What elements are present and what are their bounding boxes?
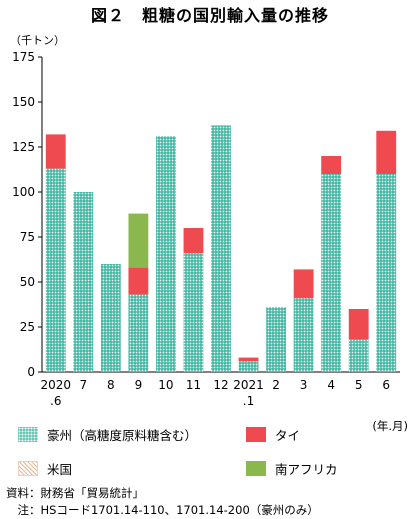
x-tick-label: 6 [382,378,390,392]
y-tick-label: 150 [12,95,35,109]
bar-australia [238,361,259,372]
x-tick-label: 9 [135,378,143,392]
bar-australia [376,174,397,372]
bar-thailand [321,156,342,174]
x-tick-label: 8 [107,378,115,392]
x-tick-label: 12 [213,378,228,392]
x-tick-label: 3 [300,378,308,392]
legend-label-south-africa: 南アフリカ [275,462,338,477]
footnote: 注：HSコード1701.14-110、1701.14-200（豪州のみ） [6,503,319,517]
x-tick-label: 7 [79,378,87,392]
legend-label-australia: 豪州（高糖度原料糖含む） [47,428,198,443]
x-tick-label: 2021 [233,378,264,392]
y-tick-label: 75 [20,230,35,244]
bar-thailand [293,269,314,299]
source-note: 資料：財務省「貿易統計」 [6,486,144,500]
y-axis-unit: （千トン） [10,34,65,47]
bar-australia [73,192,94,372]
bar-australia [293,298,314,372]
y-tick-label: 25 [20,320,35,334]
bar-australia [266,307,286,372]
x-tick-label: 2020 [40,378,71,392]
bar-thailand [238,357,259,362]
x-tick-label: 10 [158,378,173,392]
bar-australia [183,253,204,372]
bar-australia [100,264,121,372]
legend-swatch-thailand [246,427,266,442]
y-tick-label: 0 [27,365,35,379]
bar-thailand [376,130,397,174]
x-tick-label: .1 [243,394,254,408]
x-tick-label: 11 [186,378,201,392]
bar-australia [128,294,149,372]
legend-swatch-south-africa [246,461,266,476]
bar-australia [348,339,369,372]
y-tick-label: 175 [12,50,35,64]
legend-item-south-africa: 南アフリカ [246,459,338,478]
y-tick-label: 125 [12,140,35,154]
bar-thailand [183,228,204,254]
bar-australia [211,125,231,373]
bar-australia [321,174,342,372]
legend-label-thailand: タイ [275,428,301,443]
y-tick-label: 100 [12,185,35,199]
chart-title: 図２ 粗糖の国別輸入量の推移 [90,6,329,25]
bar-australia [156,136,176,372]
y-tick-label: 50 [20,275,35,289]
bar-thailand [45,134,66,169]
legend-item-usa: 米国 [18,459,72,478]
x-tick-label: .6 [50,394,61,408]
x-tick-label: 2 [272,378,280,392]
legend-swatch-usa [18,461,38,476]
x-tick-label: 4 [327,378,335,392]
bar-australia [45,168,66,372]
bar-thailand [128,267,149,295]
legend-item-thailand: タイ [246,425,300,444]
x-axis-unit: (年.月) [372,419,408,433]
legend-item-australia: 豪州（高糖度原料糖含む） [18,425,197,444]
bar-south-africa [128,213,149,268]
x-tick-label: 5 [355,378,363,392]
bar-thailand [348,309,369,340]
legend-swatch-australia [18,427,38,442]
legend-label-usa: 米国 [47,462,73,477]
